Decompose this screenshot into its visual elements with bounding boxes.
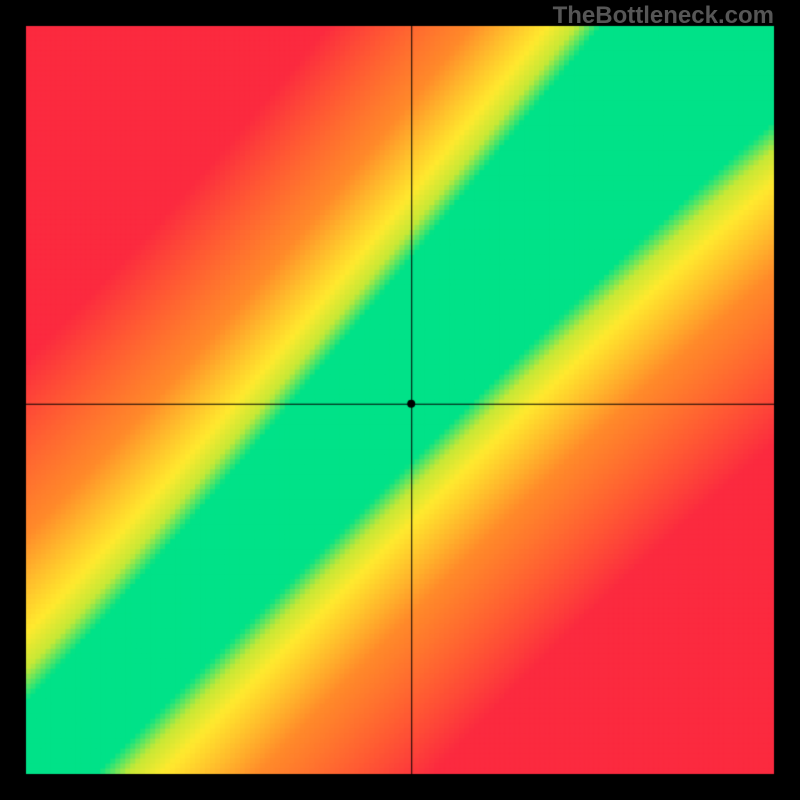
chart-container: TheBottleneck.com bbox=[0, 0, 800, 800]
bottleneck-heatmap bbox=[0, 0, 800, 800]
